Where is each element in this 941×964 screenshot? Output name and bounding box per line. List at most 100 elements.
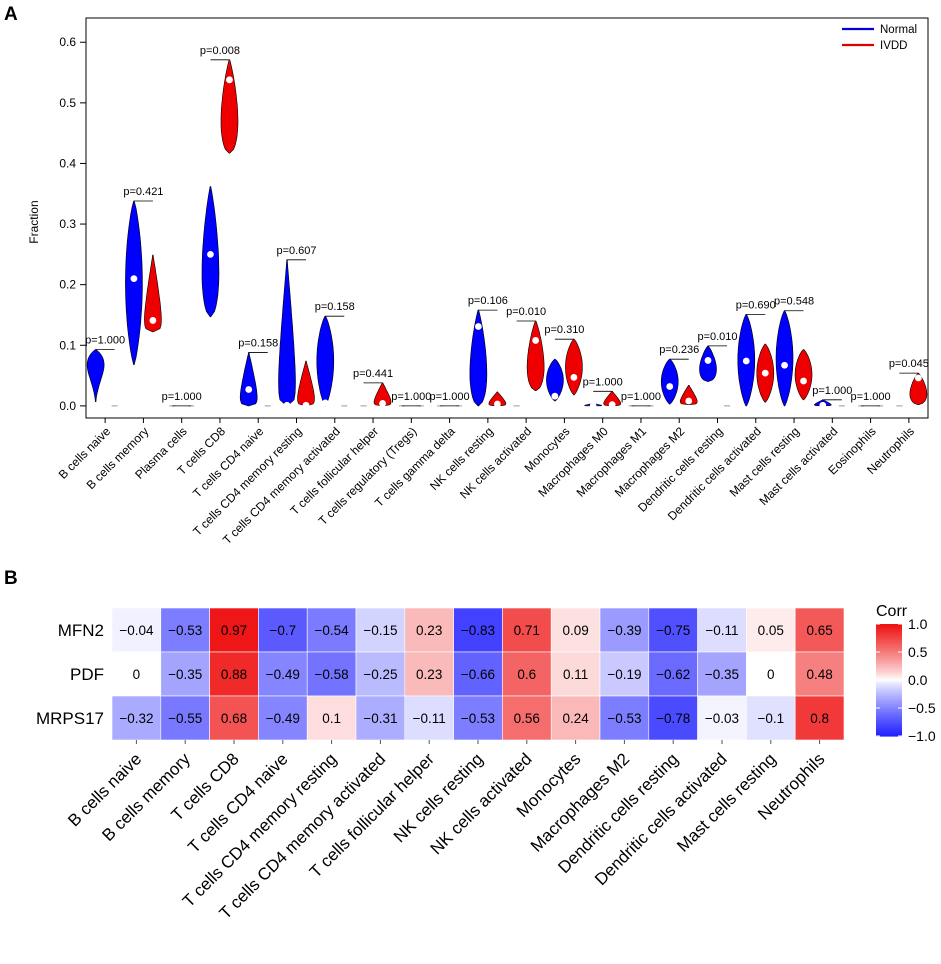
- colorbar-step: [876, 662, 902, 665]
- ivdd-median-point: [532, 337, 540, 344]
- p-value-label: p=0.690: [736, 299, 776, 311]
- colorbar-step: [876, 714, 902, 717]
- colorbar-step: [876, 672, 902, 675]
- ivdd-median-point: [149, 317, 157, 324]
- violin-pair: p=1.000: [391, 391, 431, 407]
- violin-pair: p=1.000: [430, 391, 470, 407]
- heatmap-cell: [697, 607, 747, 653]
- heatmap-cell: [599, 695, 650, 741]
- normal-median-point: [704, 357, 712, 364]
- ivdd-median-point: [570, 373, 578, 381]
- ivdd-median-point: [761, 369, 769, 377]
- normal-median-point: [92, 401, 100, 409]
- colorbar-step: [876, 702, 902, 705]
- legend-label: Normal: [880, 24, 917, 36]
- p-value-label: p=0.045: [889, 358, 929, 370]
- legend: Normal IVDD: [842, 24, 917, 52]
- y-tick-label: 0.1: [59, 338, 76, 352]
- colorbar-title: Corr: [876, 603, 908, 620]
- panel-label-a: A: [4, 4, 18, 25]
- violin-pair: p=1.000: [621, 391, 661, 407]
- normal-violin: [775, 310, 794, 407]
- heatmap-cell: [502, 695, 552, 741]
- colorbar-step: [876, 656, 902, 659]
- colorbar-tick-label: 1.0: [908, 616, 928, 632]
- colorbar-step: [876, 666, 902, 669]
- heatmap-cell-value: −0.31: [363, 711, 397, 726]
- colorbar-step: [876, 696, 902, 699]
- heatmap-cell-value: 0.23: [416, 623, 442, 638]
- heatmap-cell-value: −0.49: [266, 667, 300, 682]
- p-value-label: p=0.548: [774, 296, 814, 308]
- y-tick-label: 0.4: [59, 156, 76, 170]
- heatmap-cell: [550, 607, 601, 653]
- heatmap-cell-value: −0.1: [757, 711, 784, 726]
- ivdd-violin: [144, 254, 162, 333]
- colorbar-step: [876, 654, 902, 657]
- heatmap-cell: [404, 695, 454, 741]
- heatmap-cell: [404, 607, 454, 653]
- normal-median-point: [589, 402, 597, 410]
- heatmap-cell: [160, 607, 210, 653]
- heatmap-cells: −0.04 −0.53 0.97 −0.7 −0.54 −0.15 0.23 −0.83 0.7…: [111, 607, 845, 741]
- y-axis: 0.0 0.1 0.2 0.3 0.4 0.5 0.6: [59, 35, 86, 413]
- violin-pair: p=0.441: [353, 368, 393, 407]
- normal-median-point: [474, 323, 482, 330]
- heatmap-cell-value: −0.75: [656, 623, 690, 638]
- heatmap-cell-value: −0.19: [607, 667, 641, 682]
- ivdd-median-point: [685, 397, 693, 405]
- p-value-label: p=0.607: [276, 245, 316, 257]
- heatmap-chart: B −0.04 −0.53 0.97 −0.7 −0.54 −0.15 0.23 −0.83 0…: [4, 568, 936, 923]
- heatmap-cell-value: 0.71: [514, 623, 540, 638]
- normal-violin: [660, 358, 679, 405]
- heatmap-cell: [550, 695, 601, 741]
- heatmap-cell-value: 0.68: [221, 711, 247, 726]
- heatmap-cell: [502, 607, 552, 653]
- x-tick-label: T cells CD4 naive: [190, 424, 266, 500]
- colorbar-step: [876, 708, 902, 711]
- colorbar-step: [876, 692, 902, 695]
- colorbar-step: [876, 686, 902, 689]
- colorbar-step: [876, 716, 902, 719]
- violin-pair: p=1.000: [162, 391, 202, 407]
- colorbar-step: [876, 674, 902, 677]
- colorbar-step: [876, 704, 902, 707]
- violin-pair: p=1.000: [851, 391, 891, 407]
- colorbar-step: [876, 636, 902, 639]
- ivdd-violin: [488, 391, 507, 407]
- colorbar-step: [876, 664, 902, 667]
- colorbar-step: [876, 626, 902, 629]
- colorbar-tick-label: 0.5: [908, 644, 928, 660]
- ivdd-median-point: [493, 400, 501, 408]
- heatmap-cell: [599, 607, 650, 653]
- x-tick-label: Macrophages M1: [574, 424, 650, 500]
- heatmap-cell: [209, 607, 259, 653]
- column-label: NK cells resting: [390, 749, 487, 846]
- violin-pair: p=0.607: [276, 245, 317, 409]
- violin-group: p=1.000 p=0.421 p=1.000 p=0.008 p=0.158 p=0.6…: [85, 45, 929, 410]
- heatmap-cell-value: −0.7: [269, 623, 296, 638]
- heatmap-cell-value: 0.6: [517, 667, 536, 682]
- ivdd-median-point: [914, 374, 922, 382]
- normal-median-point: [781, 361, 788, 369]
- colorbar-step: [876, 680, 902, 683]
- ivdd-violin: [565, 338, 583, 396]
- heatmap-cell-value: −0.58: [315, 667, 349, 682]
- p-value-label: p=1.000: [583, 376, 623, 388]
- colorbar-step: [876, 684, 902, 687]
- ivdd-violin: [297, 360, 315, 407]
- heatmap-cell-value: −0.49: [266, 711, 300, 726]
- heatmap-cell-value: −0.54: [315, 623, 350, 638]
- y-axis-label: Fraction: [27, 200, 41, 243]
- normal-violin: [278, 259, 296, 407]
- heatmap-cell: [160, 695, 210, 741]
- colorbar-step: [876, 652, 902, 655]
- heatmap-cell-value: 0.11: [563, 667, 588, 682]
- violin-pair: p=1.000: [85, 335, 125, 409]
- normal-violin: [316, 315, 335, 407]
- colorbar-step: [876, 658, 902, 661]
- normal-violin: [86, 349, 105, 407]
